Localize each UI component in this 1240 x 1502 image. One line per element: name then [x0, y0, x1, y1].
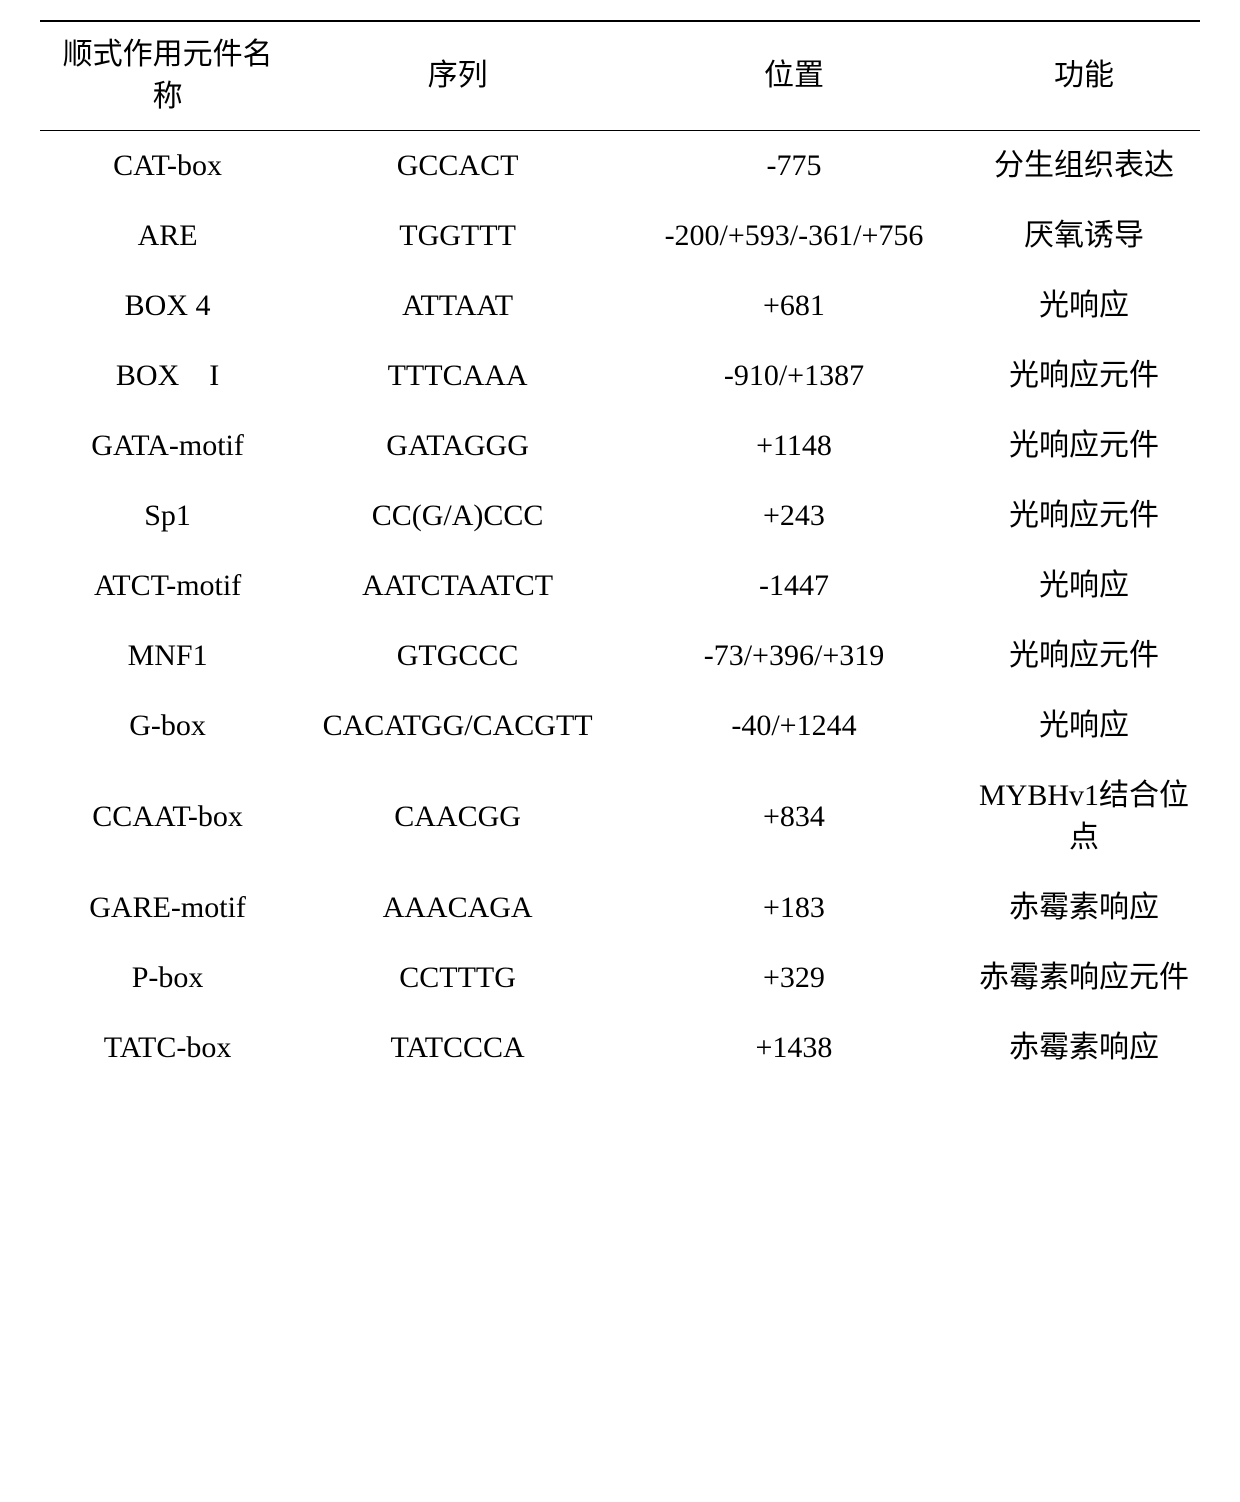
cell-sequence: GCCACT: [295, 131, 620, 202]
cell-position: -1447: [620, 551, 968, 621]
cell-name: Sp1: [40, 481, 295, 551]
cell-name: P-box: [40, 943, 295, 1013]
table-body: CAT-box GCCACT -775 分生组织表达 ARE TGGTTT -2…: [40, 131, 1200, 1084]
table-row: GARE-motif AAACAGA +183 赤霉素响应: [40, 873, 1200, 943]
table-row: BOX 4 ATTAAT +681 光响应: [40, 271, 1200, 341]
cell-position: +1148: [620, 411, 968, 481]
cell-sequence: CAACGG: [295, 761, 620, 873]
table-row: CAT-box GCCACT -775 分生组织表达: [40, 131, 1200, 202]
table-row: GATA-motif GATAGGG +1148 光响应元件: [40, 411, 1200, 481]
cell-function: 光响应元件: [968, 411, 1200, 481]
col-header-name: 顺式作用元件名称: [40, 21, 295, 131]
cell-position: -73/+396/+319: [620, 621, 968, 691]
cell-name: GARE-motif: [40, 873, 295, 943]
cell-function: 光响应: [968, 551, 1200, 621]
cell-name: G-box: [40, 691, 295, 761]
cell-sequence: CC(G/A)CCC: [295, 481, 620, 551]
cell-name: BOX I: [40, 341, 295, 411]
cell-name: CCAAT-box: [40, 761, 295, 873]
cell-function: 光响应: [968, 691, 1200, 761]
cell-position: -775: [620, 131, 968, 202]
table-row: Sp1 CC(G/A)CCC +243 光响应元件: [40, 481, 1200, 551]
cell-function: 光响应元件: [968, 341, 1200, 411]
table-row: ARE TGGTTT -200/+593/-361/+756 厌氧诱导: [40, 201, 1200, 271]
cell-sequence: TTTCAAA: [295, 341, 620, 411]
cell-sequence: AATCTAATCT: [295, 551, 620, 621]
cell-position: +329: [620, 943, 968, 1013]
cell-function: 光响应元件: [968, 621, 1200, 691]
cell-function: 赤霉素响应: [968, 873, 1200, 943]
cell-function: 光响应: [968, 271, 1200, 341]
cell-name: CAT-box: [40, 131, 295, 202]
cell-position: +243: [620, 481, 968, 551]
table-row: G-box CACATGG/CACGTT -40/+1244 光响应: [40, 691, 1200, 761]
cis-elements-table: 顺式作用元件名称 序列 位置 功能 CAT-box GCCACT -775 分生…: [40, 20, 1200, 1083]
cell-function: 光响应元件: [968, 481, 1200, 551]
cell-position: -910/+1387: [620, 341, 968, 411]
cell-sequence: CACATGG/CACGTT: [295, 691, 620, 761]
cell-function: 赤霉素响应元件: [968, 943, 1200, 1013]
cell-position: -200/+593/-361/+756: [620, 201, 968, 271]
cell-sequence: TGGTTT: [295, 201, 620, 271]
cell-function: 分生组织表达: [968, 131, 1200, 202]
cell-name: BOX 4: [40, 271, 295, 341]
cell-function: MYBHv1结合位点: [968, 761, 1200, 873]
cell-name: ARE: [40, 201, 295, 271]
cell-sequence: CCTTTG: [295, 943, 620, 1013]
cell-position: -40/+1244: [620, 691, 968, 761]
col-header-sequence: 序列: [295, 21, 620, 131]
cell-position: +1438: [620, 1013, 968, 1083]
cell-name: MNF1: [40, 621, 295, 691]
table-row: ATCT-motif AATCTAATCT -1447 光响应: [40, 551, 1200, 621]
cell-function: 赤霉素响应: [968, 1013, 1200, 1083]
cell-function: 厌氧诱导: [968, 201, 1200, 271]
cell-position: +681: [620, 271, 968, 341]
table-row: MNF1 GTGCCC -73/+396/+319 光响应元件: [40, 621, 1200, 691]
cell-position: +834: [620, 761, 968, 873]
cell-sequence: GTGCCC: [295, 621, 620, 691]
table-row: P-box CCTTTG +329 赤霉素响应元件: [40, 943, 1200, 1013]
table-header-row: 顺式作用元件名称 序列 位置 功能: [40, 21, 1200, 131]
cell-name: ATCT-motif: [40, 551, 295, 621]
col-header-function: 功能: [968, 21, 1200, 131]
cell-sequence: AAACAGA: [295, 873, 620, 943]
cell-name: TATC-box: [40, 1013, 295, 1083]
cell-sequence: GATAGGG: [295, 411, 620, 481]
table-container: 顺式作用元件名称 序列 位置 功能 CAT-box GCCACT -775 分生…: [0, 0, 1240, 1103]
table-row: TATC-box TATCCCA +1438 赤霉素响应: [40, 1013, 1200, 1083]
cell-sequence: TATCCCA: [295, 1013, 620, 1083]
cell-position: +183: [620, 873, 968, 943]
col-header-position: 位置: [620, 21, 968, 131]
cell-name: GATA-motif: [40, 411, 295, 481]
cell-sequence: ATTAAT: [295, 271, 620, 341]
table-row: CCAAT-box CAACGG +834 MYBHv1结合位点: [40, 761, 1200, 873]
table-row: BOX I TTTCAAA -910/+1387 光响应元件: [40, 341, 1200, 411]
